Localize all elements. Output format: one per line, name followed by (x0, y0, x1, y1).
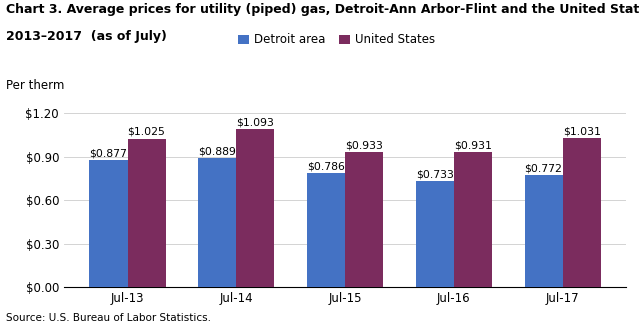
Bar (307, 173, 345, 287)
Bar (89, 160, 128, 287)
Text: 2013–2017  (as of July): 2013–2017 (as of July) (6, 30, 167, 43)
Bar (128, 139, 166, 287)
Text: $1.025: $1.025 (128, 127, 166, 137)
Text: $0.877: $0.877 (89, 148, 127, 158)
Text: $0.772: $0.772 (525, 164, 562, 174)
Text: $1.093: $1.093 (236, 117, 274, 127)
Text: Source: U.S. Bureau of Labor Statistics.: Source: U.S. Bureau of Labor Statistics. (6, 314, 212, 323)
Bar (454, 152, 492, 287)
Legend: Detroit area, United States: Detroit area, United States (238, 33, 435, 47)
Text: Per therm: Per therm (6, 79, 65, 92)
Text: $0.889: $0.889 (198, 147, 236, 157)
Text: $1.031: $1.031 (563, 126, 601, 136)
Bar (525, 176, 562, 287)
Bar (416, 181, 454, 287)
Text: $0.733: $0.733 (416, 169, 454, 179)
Bar (198, 158, 236, 287)
Bar (345, 152, 383, 287)
Bar (236, 129, 274, 287)
Bar (562, 138, 601, 287)
Text: $0.933: $0.933 (345, 140, 383, 150)
Text: Chart 3. Average prices for utility (piped) gas, Detroit-Ann Arbor-Flint and the: Chart 3. Average prices for utility (pip… (6, 3, 639, 16)
Text: $0.786: $0.786 (307, 161, 345, 172)
Text: $0.931: $0.931 (454, 141, 492, 150)
